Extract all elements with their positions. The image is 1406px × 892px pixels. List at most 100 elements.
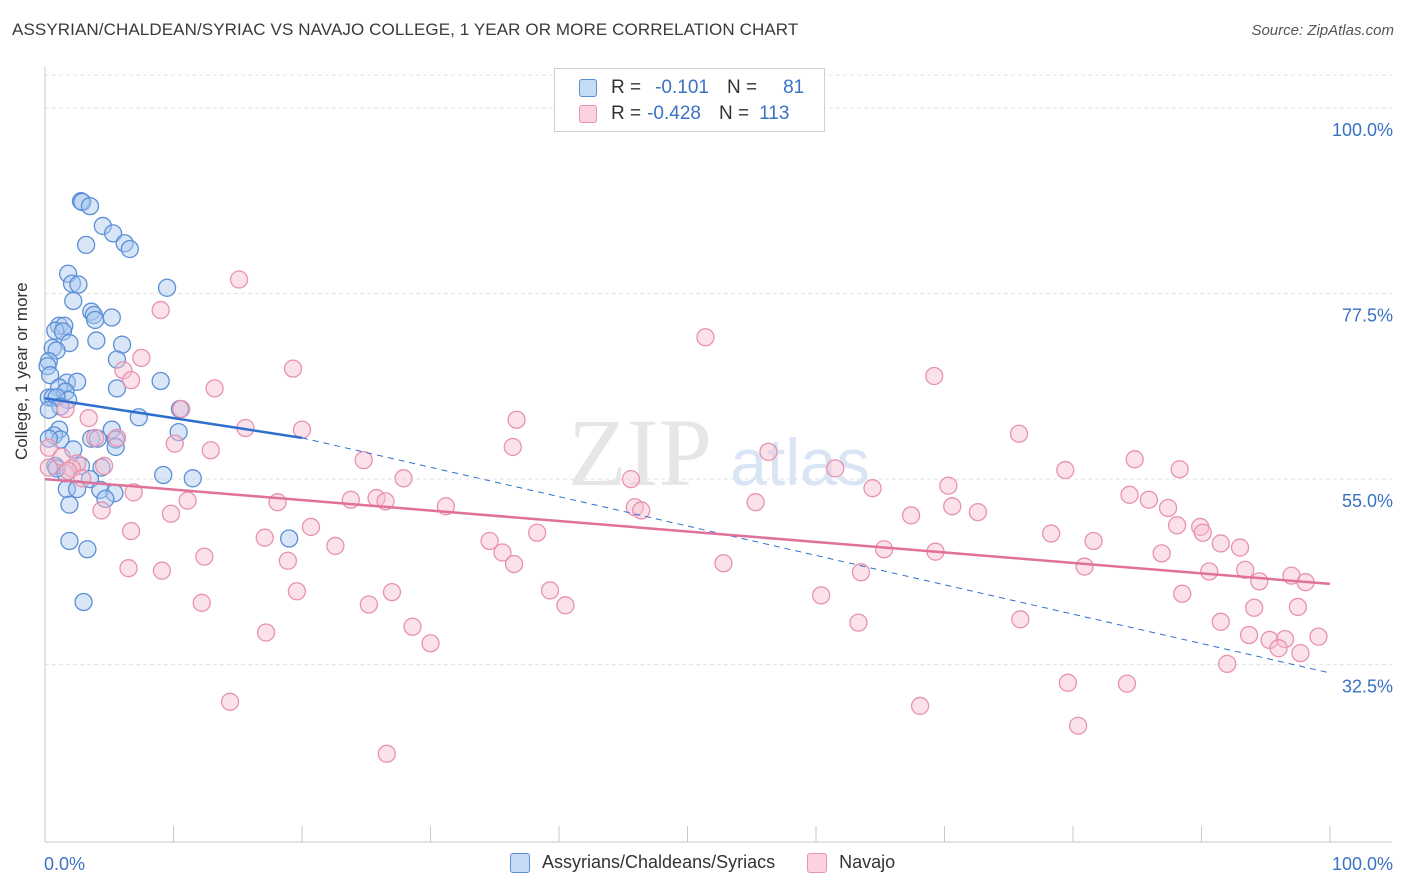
assyrians-point: [40, 366, 60, 385]
assyrians-point: [96, 489, 115, 509]
navajo-point: [292, 420, 312, 439]
navajo-point: [507, 410, 526, 429]
navajo-point: [85, 428, 105, 448]
navajo-point: [493, 543, 512, 562]
x-tick-label: 100.0%: [1332, 854, 1393, 874]
navajo-point: [287, 582, 307, 601]
navajo-point: [132, 348, 151, 368]
y-tick-label: 32.5%: [1342, 677, 1393, 697]
legend-n-label: N =: [718, 103, 750, 124]
navajo-point: [1250, 572, 1269, 591]
navajo-point: [811, 586, 831, 605]
assyrians-point: [64, 291, 83, 311]
legend-r-value: -0.101: [655, 77, 709, 98]
watermark-zip: ZIP: [568, 399, 712, 506]
navajo-point: [528, 523, 547, 542]
series-swatch-pink: [807, 852, 828, 873]
navajo-trend-line: [44, 477, 1331, 586]
navajo-point: [910, 696, 930, 716]
y-tick-label: 100.0%: [1332, 120, 1393, 140]
series-swatch-blue: [510, 852, 530, 873]
assyrians-point: [107, 379, 127, 398]
navajo-point: [863, 479, 882, 498]
navajo-point: [556, 596, 575, 615]
navajo-point: [968, 502, 988, 522]
assyrians-point: [102, 308, 121, 327]
navajo-point: [1084, 531, 1103, 551]
navajo-point: [1288, 597, 1308, 617]
navajo-point: [121, 521, 141, 541]
navajo-point: [1042, 524, 1061, 543]
navajo-point: [1173, 584, 1192, 603]
navajo-point: [1056, 460, 1075, 480]
navajo-point: [201, 441, 220, 460]
navajo-point: [746, 493, 765, 512]
navajo-point: [220, 692, 240, 711]
correlation-legend: R = -0.101 N = 81 R = -0.428 N = 113: [554, 68, 825, 132]
legend-n-value: 113: [759, 103, 790, 124]
navajo-point: [73, 469, 92, 488]
navajo-point: [1193, 523, 1212, 542]
legend-r-label: R =: [611, 103, 642, 124]
navajo-point: [39, 438, 59, 457]
assyrians-point: [53, 322, 73, 341]
legend-n-label: N =: [726, 77, 758, 98]
legend-r-value: -0.428: [647, 103, 701, 124]
x-tick-label: 0.0%: [44, 854, 85, 874]
navajo-point: [119, 559, 138, 578]
navajo-point: [503, 437, 522, 457]
navajo-point: [1058, 673, 1078, 692]
navajo-point: [621, 469, 641, 489]
watermark: ZIP atlas: [568, 399, 870, 506]
assyrians-point: [115, 234, 134, 253]
navajo-point: [205, 379, 224, 398]
navajo-point: [377, 744, 396, 763]
navajo-point: [192, 593, 211, 612]
navajo-point: [58, 461, 78, 481]
legend-row-navajo: R = -0.428 N = 113: [579, 102, 789, 126]
navajo-point: [1239, 625, 1259, 645]
assyrians-point: [46, 321, 65, 340]
navajo-point: [178, 491, 197, 510]
navajo-point: [1269, 639, 1288, 658]
tick-labels: 32.5% 55.0% 77.5% 100.0% 0.0% 100.0%: [44, 120, 1393, 874]
navajo-point: [256, 623, 276, 642]
assyrians-point: [60, 495, 79, 514]
navajo-point: [151, 300, 170, 320]
navajo-point: [172, 399, 191, 419]
navajo-point: [1158, 498, 1178, 518]
navajo-point: [1120, 485, 1139, 504]
assyrians-point: [80, 196, 100, 216]
navajo-point: [1309, 627, 1328, 646]
assyrians-point: [103, 224, 123, 243]
navajo-point: [1245, 598, 1264, 617]
navajo-point: [107, 428, 127, 448]
assyrians-point: [74, 592, 93, 612]
series-legend-label: Navajo: [839, 852, 896, 872]
navajo-point: [1068, 716, 1088, 735]
navajo-point: [759, 442, 778, 462]
navajo-point: [39, 458, 59, 477]
navajo-point: [121, 371, 141, 390]
y-tick-label: 55.0%: [1342, 491, 1393, 511]
navajo-point: [1275, 629, 1295, 649]
navajo-point: [359, 595, 378, 614]
assyrians-point: [55, 316, 74, 335]
assyrians-point: [279, 529, 299, 548]
series-legend-navajo[interactable]: Navajo: [807, 852, 895, 873]
legend-swatch-blue: [579, 79, 597, 97]
assyrians-point: [151, 371, 170, 391]
assyrians-point: [78, 540, 97, 559]
assyrians-point: [69, 275, 88, 294]
y-axis-label: College, 1 year or more: [12, 282, 31, 460]
navajo-point: [939, 476, 958, 495]
series-navajo-points: [39, 270, 1328, 763]
navajo-point: [278, 551, 298, 570]
series-legend-assyrians[interactable]: Assyrians/Chaldeans/Syriacs: [510, 852, 775, 873]
navajo-point: [1075, 557, 1094, 576]
navajo-point: [92, 501, 111, 520]
navajo-point: [403, 617, 422, 636]
assyrians-point: [157, 278, 177, 297]
assyrians-point: [93, 216, 112, 236]
